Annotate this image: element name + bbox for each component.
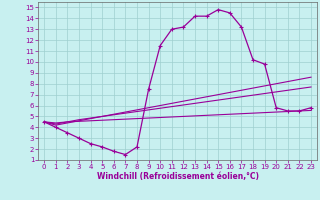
X-axis label: Windchill (Refroidissement éolien,°C): Windchill (Refroidissement éolien,°C) — [97, 172, 259, 181]
